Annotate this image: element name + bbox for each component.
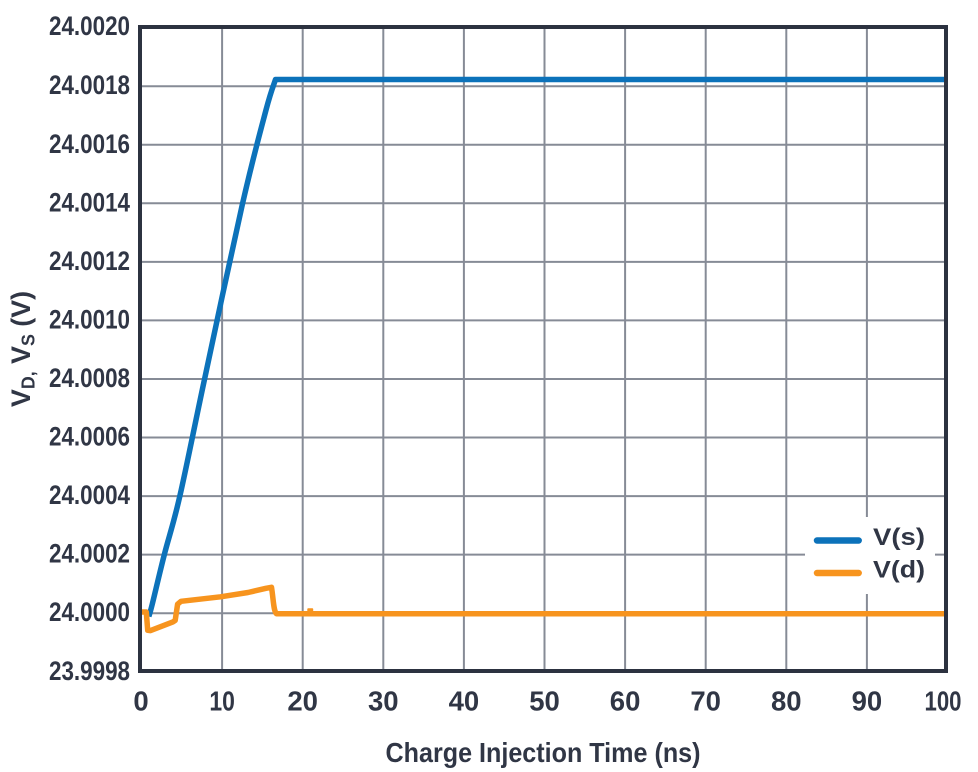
svg-text:24.0004: 24.0004 — [49, 480, 130, 510]
svg-text:24.0020: 24.0020 — [49, 11, 130, 41]
svg-text:90: 90 — [852, 686, 883, 717]
svg-text:24.0010: 24.0010 — [49, 304, 130, 334]
svg-text:24.0002: 24.0002 — [49, 539, 130, 569]
svg-text:60: 60 — [610, 686, 641, 717]
svg-text:70: 70 — [690, 686, 721, 717]
svg-text:24.0000: 24.0000 — [49, 597, 130, 627]
svg-text:24.0018: 24.0018 — [49, 70, 130, 100]
svg-text:24.0008: 24.0008 — [49, 363, 130, 393]
svg-text:0: 0 — [133, 686, 148, 717]
svg-text:20: 20 — [287, 686, 318, 717]
svg-text:V(d): V(d) — [873, 557, 925, 584]
svg-text:VD, VS (V): VD, VS (V) — [6, 291, 39, 407]
svg-text:24.0012: 24.0012 — [49, 246, 130, 276]
svg-text:24.0016: 24.0016 — [49, 129, 130, 159]
svg-text:100: 100 — [925, 686, 962, 717]
svg-text:24.0014: 24.0014 — [49, 187, 130, 217]
svg-text:50: 50 — [529, 686, 560, 717]
svg-text:24.0006: 24.0006 — [49, 422, 130, 452]
svg-text:30: 30 — [368, 686, 399, 717]
svg-text:V(s): V(s) — [873, 524, 925, 551]
svg-text:23.9998: 23.9998 — [49, 656, 130, 686]
svg-text:40: 40 — [449, 686, 480, 717]
svg-text:80: 80 — [771, 686, 802, 717]
svg-text:10: 10 — [209, 686, 235, 717]
svg-text:Charge Injection Time (ns): Charge Injection Time (ns) — [386, 737, 701, 768]
